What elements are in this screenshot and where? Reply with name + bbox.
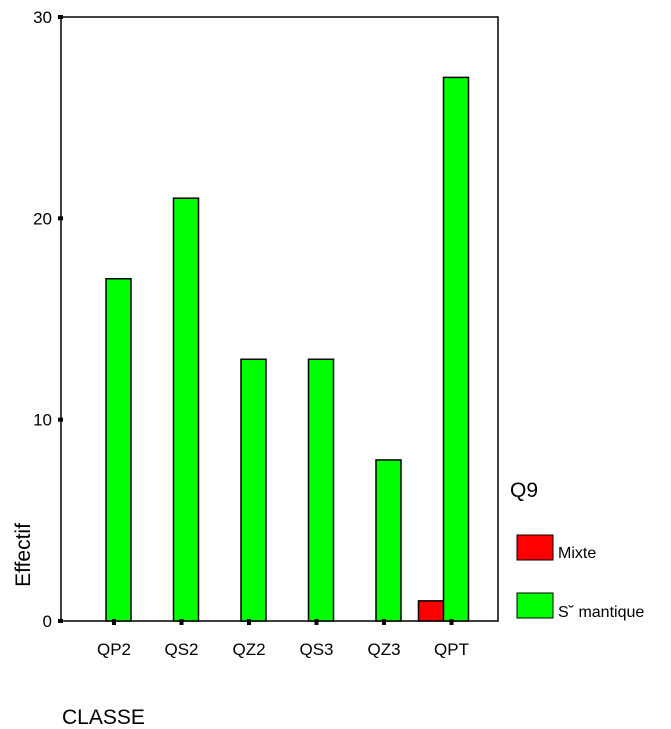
legend-swatch-mixte [516,534,554,561]
x-tick-mark [314,619,319,625]
x-tick-label: QPT [434,640,469,659]
y-axis-title: Effectif [12,523,35,587]
x-tick-mark [382,619,386,625]
y-tick-mark [58,15,63,19]
y-tick-label: 10 [33,411,52,430]
y-tick-label: 30 [33,8,52,27]
legend-title: Q9 [510,479,538,502]
legend: Q9 Mixte S˘ mantique [510,479,644,621]
x-axis-title: CLASSE [62,706,145,729]
bar-s-mantique-qz2 [240,358,267,622]
x-tick-mark [179,619,184,625]
y-tick-label: 0 [43,612,52,631]
y-axis: 0 10 20 30 [33,8,63,631]
x-tick-label: QS3 [299,640,333,659]
x-tick-label: QS2 [164,640,198,659]
x-axis: QP2 QS2 QZ2 QS3 QZ3 QPT [97,619,469,659]
bar-s-mantique-qs3 [307,358,335,622]
y-tick-mark [58,619,63,623]
bar-s-mantique-qs2 [172,197,200,622]
x-tick-label: QP2 [97,640,131,659]
x-tick-mark [449,619,454,625]
legend-label-semantique: S˘ mantique [558,604,644,621]
x-tick-label: QZ3 [367,640,400,659]
bar-s-mantique-qpt [442,76,470,622]
plot-frame [60,16,499,622]
legend-label-mixte: Mixte [558,545,596,562]
y-tick-mark [58,417,63,422]
x-tick-label: QZ2 [232,640,265,659]
y-tick-mark [58,216,63,221]
bar-s-mantique-qp2 [105,277,132,622]
x-tick-mark [112,619,116,625]
legend-swatch-semantique [516,592,554,619]
bar-s-mantique-qz3 [375,459,402,622]
bars-group [105,76,470,622]
x-tick-mark [247,619,251,625]
y-tick-label: 20 [33,209,52,228]
bar-mixte-qpt [417,600,445,622]
